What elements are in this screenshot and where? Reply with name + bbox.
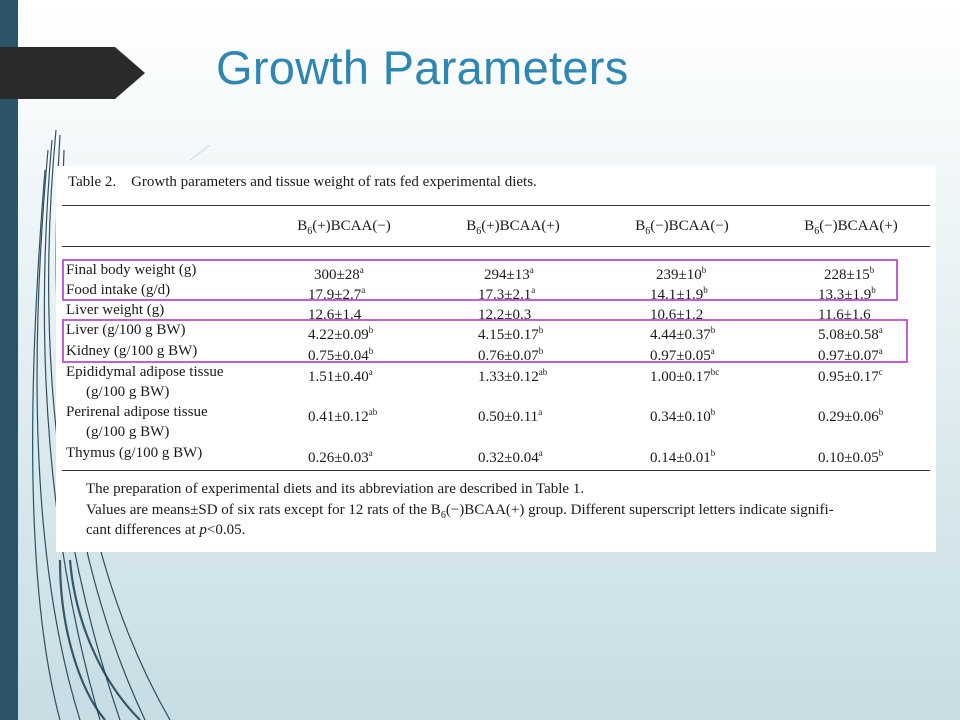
table-cell: 1.51±0.40a [308,367,373,385]
row-label-unit: (g/100 g BW) [86,424,170,440]
column-header: B6(−)BCAA(+) [804,218,898,237]
highlight-box-growth [62,259,898,301]
table-cell: 5.08±0.58a [818,325,883,343]
row-label: Liver (g/100 g BW) [66,322,186,338]
bottom-rule [62,470,930,471]
row-label: Final body weight (g) [66,262,197,278]
slide-title: Growth Parameters [216,41,629,94]
table-cell: 0.14±0.01b [650,448,716,466]
sidebar-accent-bar [0,0,18,720]
table-cell: 0.95±0.17c [818,367,883,385]
table-cell: 0.97±0.05a [650,346,715,364]
table-cell: 228±15b [824,265,875,283]
table-cell: 300±28a [314,265,364,283]
header-rule [62,246,930,247]
column-header: B6(+)BCAA(+) [466,218,560,237]
row-label: Epididymal adipose tissue [66,364,224,380]
row-label: Kidney (g/100 g BW) [66,343,198,359]
table-cell: 1.00±0.17bc [650,367,720,385]
table-figure: Table 2. Growth parameters and tissue we… [56,166,936,552]
row-label: Thymus (g/100 g BW) [66,445,203,461]
table-cell: 0.32±0.04a [478,448,543,466]
top-rule [62,205,930,206]
title-arrow-tab [0,47,145,99]
table-cell: 0.50±0.11a [478,407,543,425]
table-cell: 4.44±0.37b [650,325,716,343]
footnote-line: Values are means±SD of six rats except f… [86,502,834,521]
column-header: B6(−)BCAA(−) [635,218,729,237]
table-cell: 0.10±0.05b [818,448,884,466]
table-cell: 294±13a [484,265,534,283]
table-cell: 0.97±0.07a [818,346,883,364]
table-cell: 0.76±0.07b [478,346,544,364]
table-caption: Table 2. Growth parameters and tissue we… [68,174,537,190]
table-cell: 0.41±0.12ab [308,407,378,425]
table-cell: 1.33±0.12ab [478,367,548,385]
row-label-unit: (g/100 g BW) [86,384,170,400]
row-label: Liver weight (g) [66,302,165,318]
footnote-line: cant differences at p<0.05. [86,522,246,538]
row-label: Perirenal adipose tissue [66,404,208,420]
table-cell: 239±10b [656,265,707,283]
table-cell: 0.26±0.03a [308,448,373,466]
table-cell: 4.15±0.17b [478,325,544,343]
table-cell: 0.34±0.10b [650,407,716,425]
row-label: Food intake (g/d) [66,282,171,298]
table-cell: 4.22±0.09b [308,325,374,343]
table-cell: 0.29±0.06b [818,407,884,425]
highlight-box-organs [62,319,908,363]
column-header: B6(+)BCAA(−) [297,218,391,237]
table-cell: 0.75±0.04b [308,346,374,364]
footnote-line: The preparation of experimental diets an… [86,481,585,497]
